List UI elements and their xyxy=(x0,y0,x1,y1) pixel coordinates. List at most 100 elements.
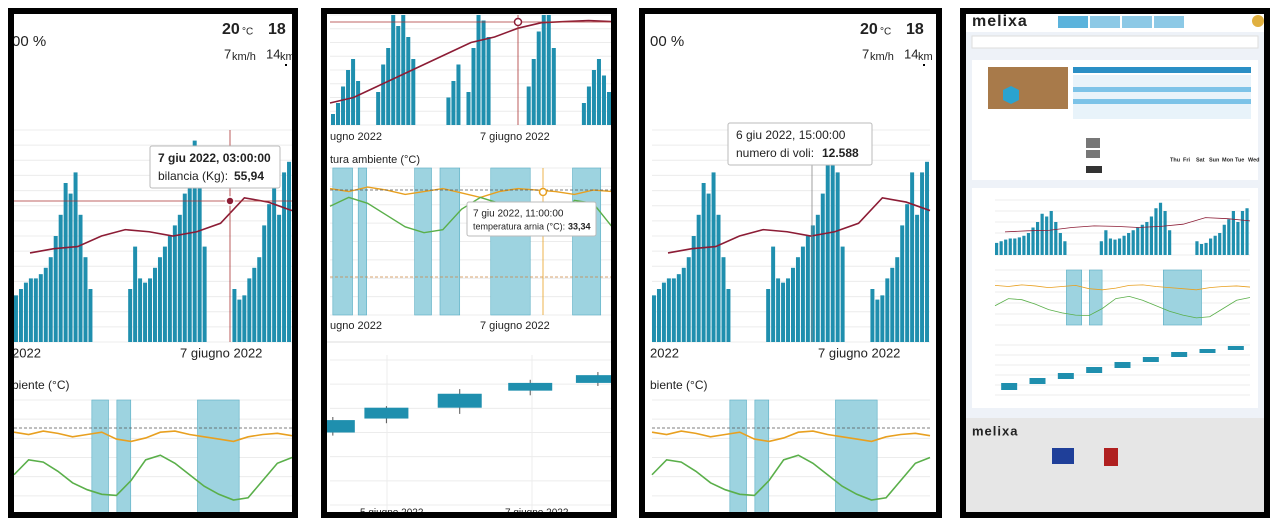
phone-screen xyxy=(327,14,611,512)
bar xyxy=(537,32,541,126)
bar xyxy=(376,92,380,125)
bar xyxy=(1041,214,1044,255)
bar xyxy=(806,236,810,342)
bar xyxy=(766,289,770,342)
forecast-day: Mon xyxy=(1222,157,1234,163)
bar xyxy=(401,15,405,125)
bar xyxy=(237,300,241,342)
bar xyxy=(168,236,172,342)
dot xyxy=(285,64,287,66)
bar xyxy=(391,15,395,125)
bar xyxy=(24,283,28,342)
candle-body xyxy=(1143,357,1159,362)
bar xyxy=(597,59,601,125)
wind-unit: km/h xyxy=(870,51,894,63)
bar xyxy=(662,283,666,342)
bar xyxy=(1200,244,1203,255)
temperature: 20 xyxy=(222,21,240,38)
nav-tab[interactable] xyxy=(1122,16,1152,28)
bar xyxy=(1127,233,1130,255)
bar xyxy=(487,37,491,125)
bar xyxy=(267,204,271,342)
bar xyxy=(34,278,38,342)
bar xyxy=(776,278,780,342)
bar xyxy=(587,87,591,126)
bar xyxy=(39,274,43,342)
bar xyxy=(472,48,476,125)
bar xyxy=(74,172,78,342)
dot xyxy=(923,64,925,66)
bar xyxy=(1022,236,1025,255)
x-axis-label: ugno 2022 xyxy=(330,131,382,143)
bar xyxy=(1136,228,1139,256)
nav-tab[interactable] xyxy=(1154,16,1184,28)
bar xyxy=(49,257,53,342)
forecast-day: Sun xyxy=(1209,157,1220,163)
hive-photo xyxy=(988,67,1068,109)
bar xyxy=(128,289,132,342)
candle-body xyxy=(1086,367,1102,373)
bar xyxy=(527,87,531,126)
user-icon[interactable] xyxy=(1252,15,1264,27)
bar xyxy=(133,247,137,342)
bar xyxy=(1163,211,1166,255)
bar xyxy=(64,183,68,342)
bar xyxy=(69,194,73,342)
bar xyxy=(880,295,884,342)
candle-body xyxy=(1058,373,1074,379)
bar xyxy=(707,194,711,342)
nav-tab[interactable] xyxy=(1090,16,1120,28)
bar xyxy=(1036,222,1039,255)
tooltip-label: bilancia (Kg): xyxy=(158,169,228,183)
bar xyxy=(1018,237,1021,255)
bar xyxy=(158,257,162,342)
bar xyxy=(148,278,152,342)
bar xyxy=(356,81,360,125)
bar xyxy=(1059,233,1062,255)
bar xyxy=(381,65,385,126)
bar xyxy=(1063,241,1066,255)
bar xyxy=(712,172,716,342)
bar xyxy=(79,215,83,342)
bar xyxy=(331,114,335,125)
bar xyxy=(717,215,721,342)
bar xyxy=(791,268,795,342)
bar xyxy=(466,92,470,125)
nav-tab[interactable] xyxy=(1058,16,1088,28)
temperature-unit: °C xyxy=(880,27,891,38)
candle-body xyxy=(1171,352,1187,357)
temperature-2: 18 xyxy=(906,21,924,38)
forecast-day: Fri xyxy=(1183,157,1191,163)
bar xyxy=(702,183,706,342)
bar xyxy=(1000,241,1003,255)
bar xyxy=(203,247,207,342)
wind-unit: km/h xyxy=(232,51,256,63)
bar xyxy=(1054,222,1057,255)
bar xyxy=(1150,217,1153,256)
bar xyxy=(1168,230,1171,255)
bar xyxy=(900,225,904,342)
bar xyxy=(44,268,48,342)
tooltip-date: 7 giu 2022, 11:00:00 xyxy=(473,209,564,220)
band xyxy=(117,400,131,515)
x-axis-label: ugno 2022 xyxy=(330,320,382,332)
candle-body xyxy=(311,420,355,432)
forecast-day: Tue xyxy=(1235,157,1244,163)
bar xyxy=(1204,243,1207,255)
candle-body xyxy=(508,383,552,391)
bar xyxy=(771,247,775,342)
gps-icon xyxy=(1086,138,1100,148)
chart-title: biente (°C) xyxy=(12,378,70,392)
bar xyxy=(1209,239,1212,256)
tooltip-value: 12.588 xyxy=(822,146,859,160)
bar xyxy=(346,70,350,125)
bar xyxy=(995,243,998,255)
bar xyxy=(262,225,266,342)
table-body xyxy=(1073,75,1251,119)
bar xyxy=(1236,222,1239,255)
bar xyxy=(232,289,236,342)
tooltip-date: 6 giu 2022, 15:00:00 xyxy=(736,128,846,142)
bar xyxy=(1118,239,1121,256)
humidity: 00 % xyxy=(650,33,684,50)
bar xyxy=(183,194,187,342)
